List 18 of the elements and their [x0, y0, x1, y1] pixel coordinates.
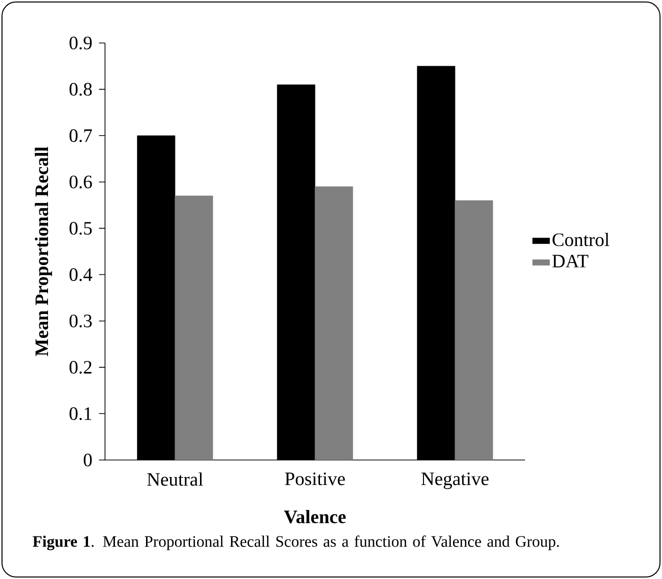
y-tick-label: 0.9: [70, 36, 92, 50]
text: Figure 1. Mean Proportional Recall Scores as a function of Valence and Group.: [32, 536, 559, 550]
y-axis-title: Mean Proportional Recall: [34, 146, 52, 356]
y-tick-label: 0.8: [70, 82, 92, 96]
x-axis-title: Valence: [284, 510, 346, 524]
x-tick-label: Neutral: [147, 472, 204, 486]
y-tick-label: 0.3: [70, 314, 92, 328]
y-tick-label: 0.2: [70, 360, 92, 374]
y-tick-label: 0.1: [70, 407, 92, 420]
y-tick-label: 0.4: [70, 268, 92, 282]
x-tick-label: Positive: [285, 472, 345, 486]
y-tick-label: 0.7: [70, 129, 92, 142]
legend-label: Control: [552, 232, 610, 246]
y-tick-label: 0.5: [70, 222, 92, 235]
y-tick-label: 0: [84, 454, 92, 466]
y-tick-label: 0.6: [70, 176, 92, 188]
x-tick-label: Negative: [421, 472, 489, 490]
legend-label: DAT: [552, 254, 588, 268]
